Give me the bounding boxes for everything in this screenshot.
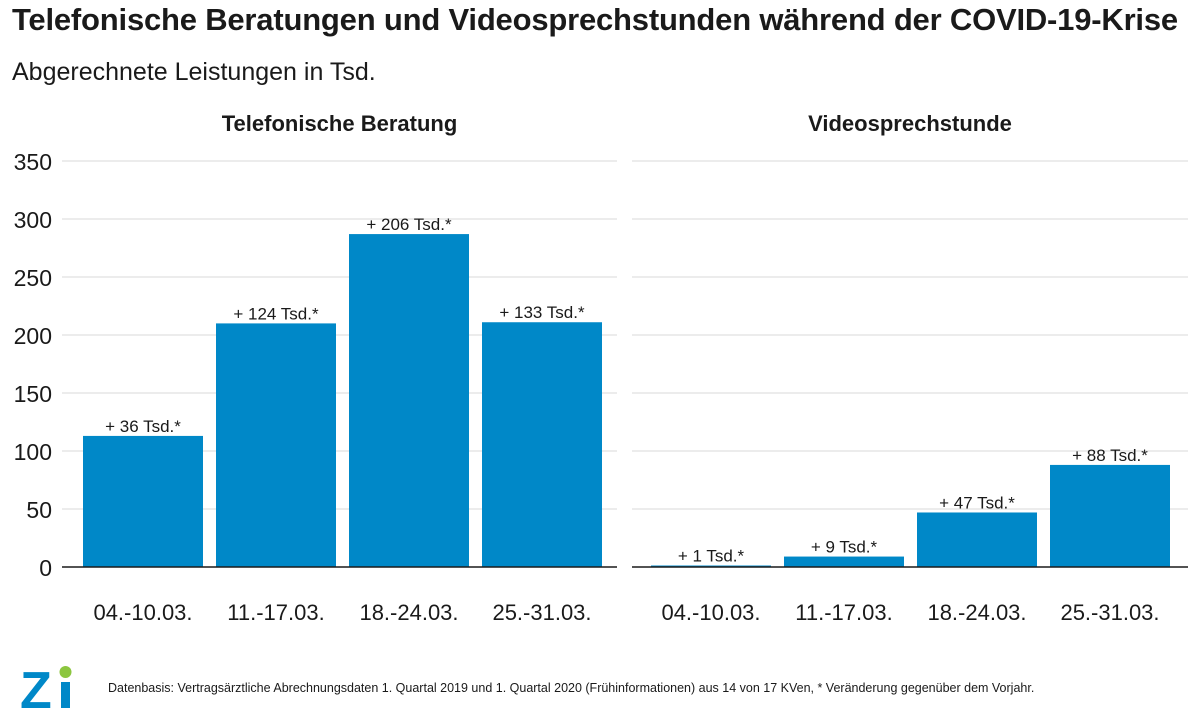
x-tick-label: 18.-24.03. — [927, 600, 1026, 625]
data-label: + 9 Tsd.* — [811, 538, 878, 557]
x-tick-label: 25.-31.03. — [492, 600, 591, 625]
y-tick-label: 250 — [14, 265, 52, 291]
y-tick-label: 0 — [39, 555, 52, 581]
bar — [784, 556, 904, 567]
y-tick-label: 50 — [26, 497, 52, 523]
y-tick-label: 200 — [14, 323, 52, 349]
bar — [83, 435, 203, 567]
data-label: + 47 Tsd.* — [939, 493, 1015, 512]
bar — [917, 512, 1037, 567]
zi-logo: Z — [20, 662, 72, 712]
x-tick-label: 04.-10.03. — [661, 600, 760, 625]
y-tick-label: 300 — [14, 207, 52, 233]
data-label: + 36 Tsd.* — [105, 417, 181, 436]
svg-text:Z: Z — [20, 662, 52, 712]
data-label: + 133 Tsd.* — [499, 303, 585, 322]
data-label: + 124 Tsd.* — [233, 304, 319, 323]
bar — [1050, 464, 1170, 567]
y-tick-label: 150 — [14, 381, 52, 407]
y-tick-label: 100 — [14, 439, 52, 465]
data-label: + 88 Tsd.* — [1072, 446, 1148, 465]
bar — [482, 322, 602, 567]
source-note: Datenbasis: Vertragsärztliche Abrechnung… — [108, 681, 1035, 695]
y-tick-label: 350 — [14, 149, 52, 175]
bar — [349, 234, 469, 567]
chart-title: Telefonische Beratungen und Videosprechs… — [12, 2, 1178, 37]
x-tick-label: 25.-31.03. — [1060, 600, 1159, 625]
x-tick-label: 04.-10.03. — [93, 600, 192, 625]
x-tick-label: 11.-17.03. — [227, 600, 324, 625]
panel-title: Telefonische Beratung — [222, 111, 458, 136]
data-label: + 206 Tsd.* — [366, 215, 452, 234]
bar — [216, 323, 336, 567]
x-tick-label: 11.-17.03. — [795, 600, 892, 625]
data-label: + 1 Tsd.* — [678, 547, 745, 566]
panel-title: Videosprechstunde — [808, 111, 1012, 136]
chart-subtitle: Abgerechnete Leistungen in Tsd. — [12, 58, 376, 86]
x-tick-label: 18.-24.03. — [359, 600, 458, 625]
